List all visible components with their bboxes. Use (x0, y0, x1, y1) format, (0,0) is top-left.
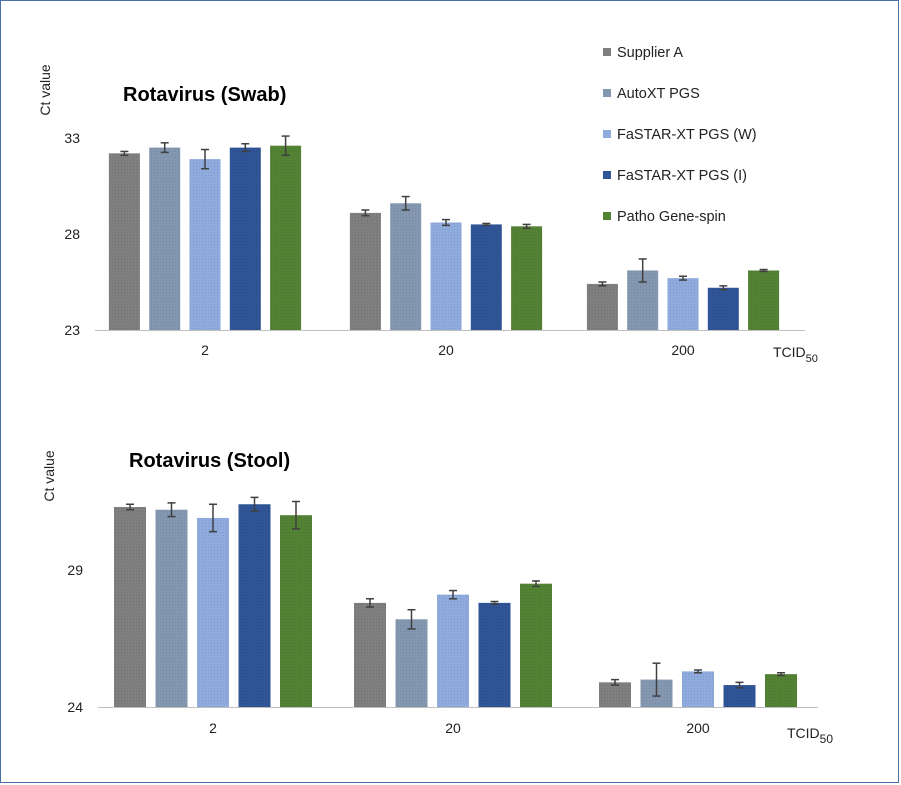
bar-texture (682, 671, 714, 707)
bar-texture (395, 619, 428, 707)
legend-swatch (603, 212, 611, 220)
x-tick-label: 20 (438, 342, 454, 358)
legend-swatch (603, 89, 611, 97)
chart-title: Rotavirus (Swab) (123, 84, 286, 106)
y-tick-label: 23 (64, 322, 80, 338)
y-axis-label: Ct value (37, 64, 53, 116)
y-tick-label: 33 (64, 130, 80, 146)
bar-texture (478, 602, 511, 707)
chart-title: Rotavirus (Stool) (129, 450, 290, 472)
bar-texture (189, 159, 221, 330)
bar-texture (280, 515, 312, 707)
legend-label: FaSTAR-XT PGS (I) (617, 168, 747, 184)
bar-texture (511, 226, 543, 330)
x-axis-label: TCID50 (787, 725, 833, 746)
bar-texture (114, 506, 146, 707)
legend-label: FaSTAR-XT PGS (W) (617, 127, 757, 143)
legend-label: Supplier A (617, 45, 683, 61)
bar-texture (229, 147, 261, 330)
bar-texture (437, 594, 469, 707)
bar-texture (599, 682, 631, 707)
bar-texture (270, 145, 302, 330)
legend-label: AutoXT PGS (617, 86, 700, 102)
bar-texture (707, 287, 739, 330)
legend-label: Patho Gene-spin (617, 209, 726, 225)
y-tick-label: 28 (64, 226, 80, 242)
x-axis-label-subscript: 50 (820, 732, 834, 746)
y-axis-label: Ct value (41, 450, 57, 502)
bar-texture (586, 283, 618, 330)
x-tick-label: 200 (686, 720, 710, 736)
bar-texture (390, 203, 422, 330)
legend-swatch (603, 48, 611, 56)
x-tick-label: 2 (201, 342, 209, 358)
bar-texture (470, 224, 502, 330)
legend: Supplier A AutoXT PGS FaSTAR-XT PGS (W) FaS… (603, 45, 757, 225)
x-tick-label: 2 (209, 720, 217, 736)
bar-texture (149, 147, 181, 330)
bar-texture (748, 270, 780, 330)
bar-texture (155, 509, 188, 707)
y-tick-label: 29 (67, 562, 83, 578)
stool-chart: Rotavirus (Stool) Ct value 24 29 2 20 200 TCID5… (41, 450, 833, 746)
bar-texture (520, 583, 552, 707)
bar-texture (108, 153, 140, 330)
x-axis-label: TCID50 (773, 344, 818, 365)
swab-chart: Rotavirus (Swab) Ct value 23 28 33 2 20 200 TCID… (37, 64, 818, 365)
bar-texture (197, 517, 229, 707)
bar-texture (354, 602, 386, 707)
legend-swatch (603, 130, 611, 138)
legend-swatch (603, 171, 611, 179)
x-tick-label: 200 (671, 342, 695, 358)
bar-texture (349, 212, 381, 330)
bar-texture (667, 278, 699, 330)
bar-texture (430, 222, 462, 330)
x-axis-label-subscript: 50 (806, 353, 818, 365)
bar-texture (238, 504, 271, 707)
bar-texture (723, 685, 756, 707)
bar-texture (765, 674, 797, 707)
x-tick-label: 20 (445, 720, 461, 736)
y-tick-label: 24 (67, 699, 83, 715)
